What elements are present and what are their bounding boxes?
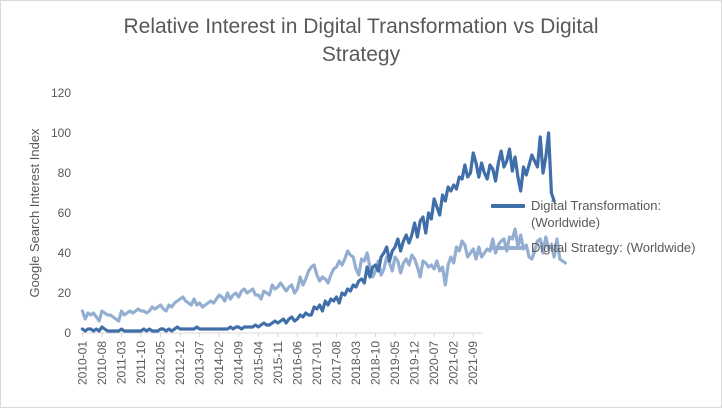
y-tick-label: 80	[58, 166, 72, 180]
y-tick-label: 60	[58, 206, 72, 220]
x-tick-label: 2019-05	[388, 341, 402, 385]
x-tick-label: 2014-02	[212, 341, 226, 385]
x-tick-label: 2014-09	[232, 341, 246, 385]
x-tick-label: 2010-08	[95, 341, 109, 385]
y-tick-label: 40	[58, 246, 72, 260]
legend-swatch-digital-strategy	[491, 246, 525, 250]
x-tick-label: 2021-09	[466, 341, 480, 385]
legend-label-line-1: Digital Transformation:	[531, 198, 662, 213]
legend-item-digital-transformation: Digital Transformation: (Worldwide)	[491, 197, 711, 231]
y-axis-label: Google Search Interest Index	[27, 128, 42, 298]
x-tick-labels: 2010-01 2010-08 2011-03 2011-10 2012-05 2012-…	[75, 333, 480, 385]
legend-item-digital-strategy: Digital Strategy: (Worldwide)	[491, 239, 711, 256]
legend-label-line-2: (Worldwide)	[531, 215, 601, 230]
x-tick-label: 2018-10	[369, 341, 383, 385]
y-tick-labels: 0 20 40 60 80 100 120	[51, 86, 71, 340]
x-tick-label: 2010-01	[75, 341, 89, 385]
chart-title-line-1: Relative Interest in Digital Transformat…	[123, 15, 599, 38]
x-tick-label: 2015-11	[271, 341, 285, 384]
y-tick-label: 20	[58, 286, 72, 300]
legend-label-digital-transformation: Digital Transformation: (Worldwide)	[531, 197, 711, 231]
x-tick-label: 2018-03	[349, 341, 363, 385]
x-tick-label: 2013-07	[193, 341, 207, 385]
series-line-digital-strategy-worldwide	[80, 227, 567, 323]
series-line-digital-transformation-worldwide	[80, 131, 556, 333]
series-lines	[80, 131, 567, 333]
x-tick-label: 2015-04	[251, 341, 265, 385]
x-tick-label: 2016-06	[290, 341, 304, 385]
x-tick-label: 2011-10	[134, 341, 148, 384]
x-tick-label: 2021-02	[447, 341, 461, 385]
x-tick-label: 2012-12	[173, 341, 187, 385]
y-tick-label: 120	[51, 86, 71, 100]
chart-title-line-2: Strategy	[321, 43, 401, 66]
x-tick-label: 2020-07	[427, 341, 441, 385]
legend-swatch-digital-transformation	[491, 204, 525, 208]
x-tick-label: 2019-12	[408, 341, 422, 385]
x-tick-label: 2012-05	[154, 341, 168, 385]
legend-label-digital-strategy: Digital Strategy: (Worldwide)	[531, 240, 696, 255]
x-tick-label: 2017-08	[329, 341, 343, 385]
x-tick-label: 2011-03	[114, 341, 128, 384]
x-tick-label: 2017-01	[310, 341, 324, 385]
y-tick-label: 0	[64, 326, 71, 340]
y-tick-label: 100	[51, 126, 71, 140]
